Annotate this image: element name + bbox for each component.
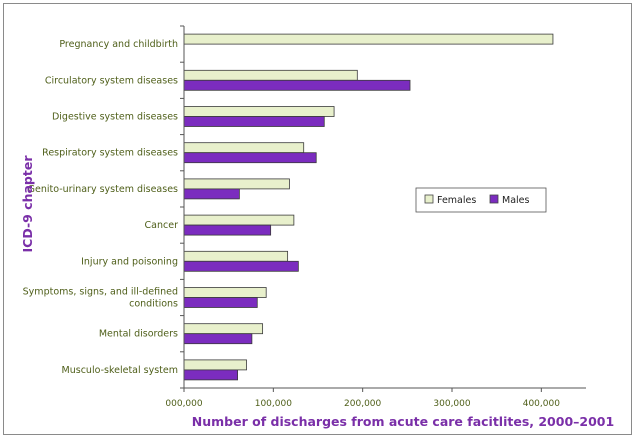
bars bbox=[183, 33, 554, 381]
bar-females-0 bbox=[183, 33, 554, 45]
x-tick-label: 300,000 bbox=[433, 399, 470, 409]
bar-males-2 bbox=[183, 116, 325, 127]
x-tick-label: 200,000 bbox=[344, 399, 381, 409]
x-tick-label: 100,000 bbox=[255, 399, 292, 409]
legend-box bbox=[415, 187, 547, 213]
category-label: Symptoms, signs, and ill-defined conditio… bbox=[23, 287, 178, 310]
category-label: Respiratory system diseases bbox=[42, 148, 178, 159]
axes bbox=[180, 25, 586, 392]
bar-females-4 bbox=[183, 178, 290, 190]
bar-females-5 bbox=[183, 214, 295, 226]
bar-males-8 bbox=[183, 333, 253, 345]
category-label: Cancer bbox=[145, 220, 179, 231]
chart: Pregnancy and childbirth Circulatory syst… bbox=[20, 25, 614, 429]
bar-females-3 bbox=[183, 142, 305, 154]
bar-males-4 bbox=[183, 188, 240, 200]
legend-swatch-males bbox=[489, 194, 499, 204]
bar-females-2 bbox=[183, 106, 335, 117]
chart-frame: Pregnancy and childbirth Circulatory syst… bbox=[3, 3, 632, 435]
bar-females-6 bbox=[183, 250, 289, 262]
x-tick-label: 000,000 bbox=[165, 399, 202, 409]
x-tick-label: 400,000 bbox=[523, 399, 560, 409]
category-label: Digestive system diseases bbox=[52, 112, 178, 123]
legend: Females Males bbox=[415, 187, 547, 213]
category-label: Injury and poisoning bbox=[81, 256, 178, 267]
bar-females-1 bbox=[183, 69, 358, 81]
category-label: Pregnancy and childbirth bbox=[59, 39, 178, 50]
bar-males-5 bbox=[183, 224, 272, 236]
bar-females-9 bbox=[183, 359, 247, 371]
bar-females-8 bbox=[183, 323, 264, 335]
bar-males-6 bbox=[183, 260, 299, 272]
category-label: Genito-urinary system diseases bbox=[28, 184, 178, 195]
legend-swatch-females bbox=[424, 194, 434, 204]
bar-males-7 bbox=[183, 297, 258, 308]
x-tick-labels: 000,000 100,000 200,000 300,000 400,000 bbox=[165, 399, 560, 409]
bar-females-7 bbox=[183, 287, 267, 298]
bar-males-9 bbox=[183, 369, 238, 381]
bar-males-1 bbox=[183, 79, 411, 91]
category-label: Mental disorders bbox=[99, 329, 178, 340]
x-axis-title: Number of discharges from acute care fac… bbox=[192, 414, 614, 429]
category-label: Circulatory system diseases bbox=[45, 75, 178, 86]
category-label: Musculo-skeletal system bbox=[62, 365, 178, 376]
y-axis-title: ICD-9 chapter bbox=[20, 155, 35, 253]
category-labels: Pregnancy and childbirth Circulatory syst… bbox=[23, 39, 178, 376]
legend-label-females: Females bbox=[437, 195, 476, 206]
bar-males-3 bbox=[183, 152, 317, 164]
legend-label-males: Males bbox=[502, 195, 530, 206]
